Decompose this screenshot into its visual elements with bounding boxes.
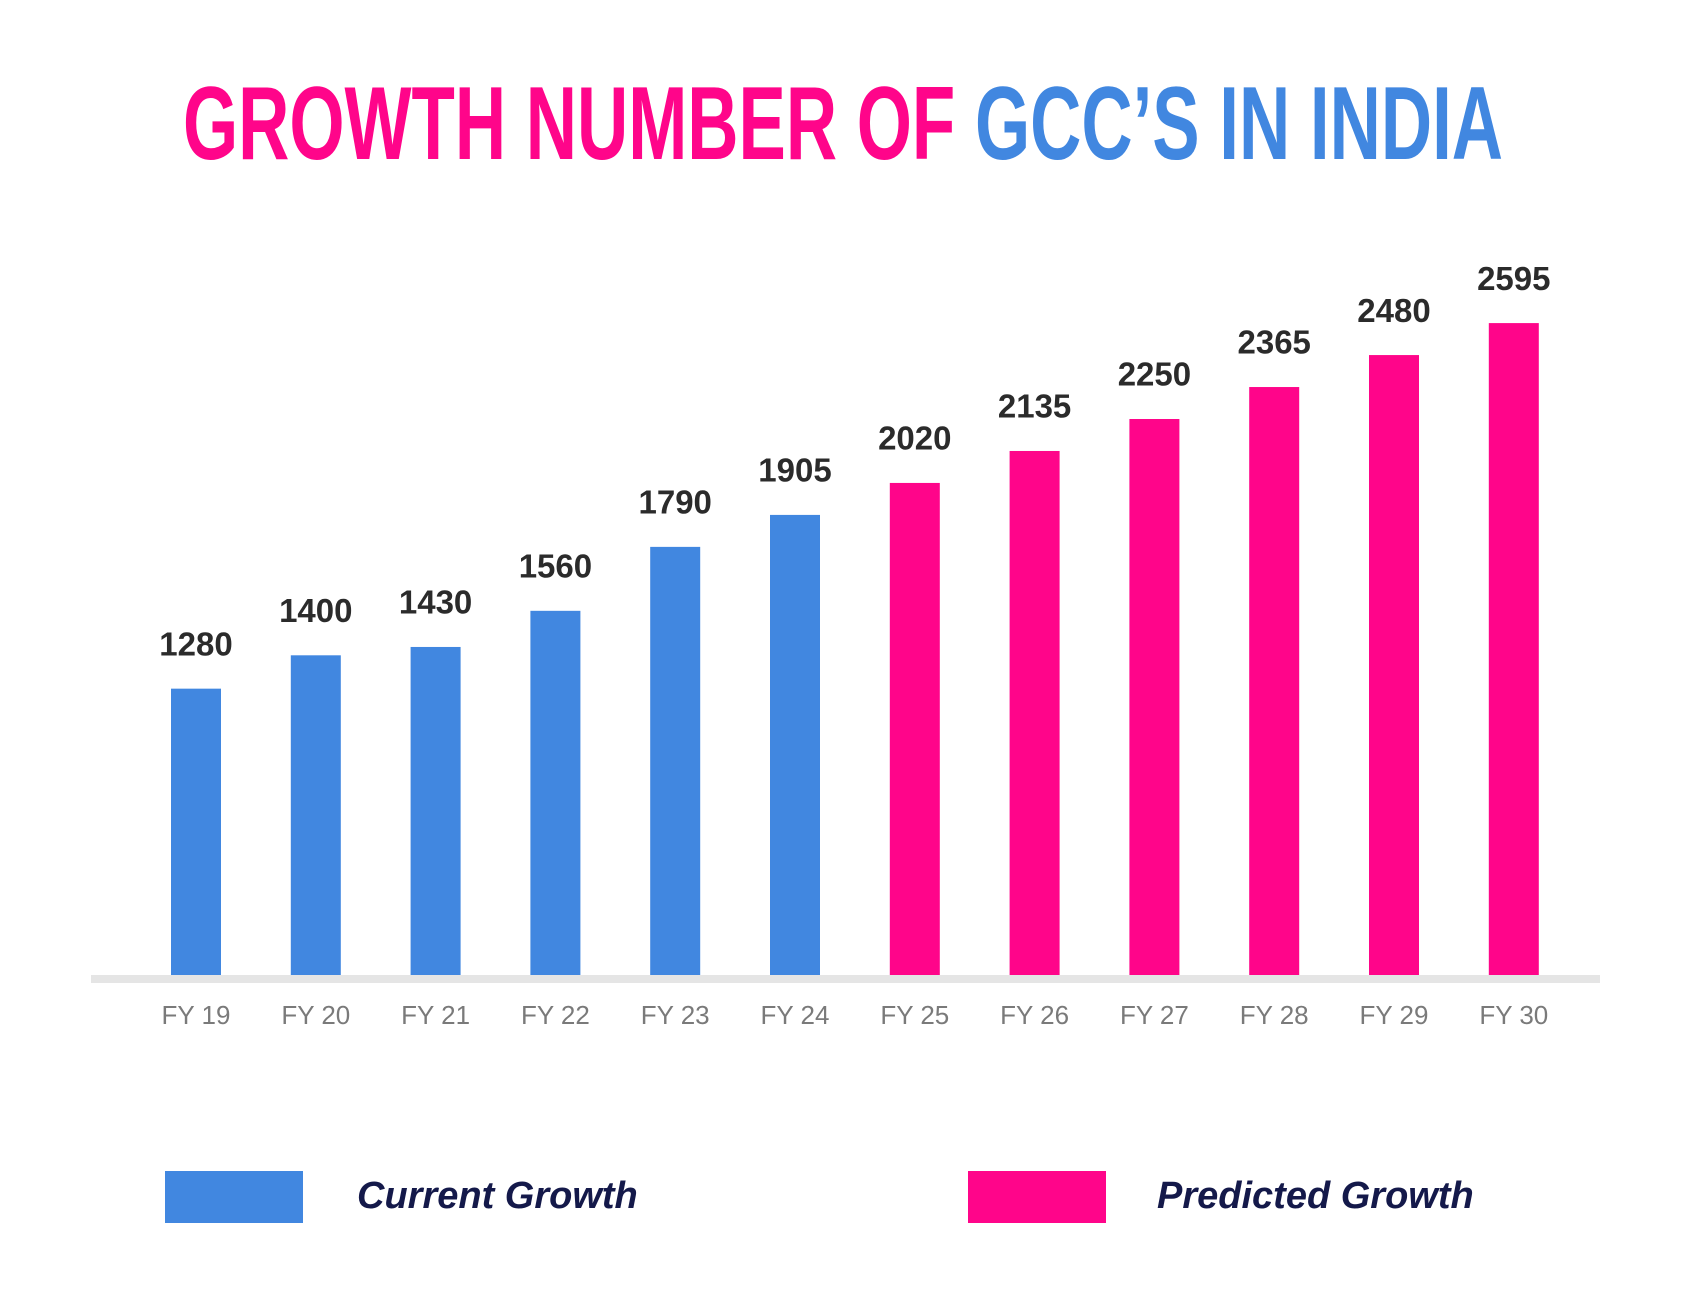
value-label: 1905 [758, 452, 831, 489]
x-tick-label: FY 23 [641, 1000, 710, 1030]
bar [1249, 387, 1300, 975]
bar [889, 482, 940, 975]
value-label: 2135 [998, 388, 1071, 425]
value-label: 2365 [1237, 324, 1310, 361]
title-part: GROWTH NUMBER OF [183, 66, 955, 182]
title-part: GCC’S IN INDIA [975, 66, 1503, 182]
bar [171, 688, 221, 975]
value-label: 2595 [1477, 260, 1550, 297]
bar [770, 514, 820, 975]
bar [1369, 355, 1419, 975]
bar [1129, 419, 1180, 975]
bar [530, 610, 581, 975]
x-tick-label: FY 29 [1360, 1000, 1429, 1030]
legend-swatch [165, 1171, 303, 1223]
value-label: 1790 [638, 484, 711, 521]
value-label: 1430 [399, 584, 472, 621]
value-label: 1280 [159, 625, 232, 662]
x-tick-label: FY 19 [162, 1000, 231, 1030]
value-label: 2020 [878, 420, 951, 457]
x-tick-label: FY 30 [1479, 1000, 1548, 1030]
x-tick-label: FY 25 [880, 1000, 949, 1030]
x-tick-label: FY 22 [521, 1000, 590, 1030]
legend-label: Current Growth [357, 1175, 638, 1217]
value-label: 1560 [519, 548, 592, 585]
bar [410, 646, 461, 975]
x-tick-label: FY 28 [1240, 1000, 1309, 1030]
bar [290, 655, 341, 975]
value-label: 2480 [1357, 292, 1430, 329]
value-label: 2250 [1118, 356, 1191, 393]
legend-label: Predicted Growth [1157, 1175, 1474, 1217]
x-tick-label: FY 26 [1000, 1000, 1069, 1030]
bar [1488, 323, 1539, 976]
chart-title: GROWTH NUMBER OF GCC’S IN INDIA [183, 66, 1503, 182]
legend-swatch [968, 1171, 1106, 1223]
baseline [91, 975, 1600, 983]
value-label: 1400 [279, 592, 352, 629]
bar [1009, 450, 1060, 976]
x-tick-label: FY 24 [761, 1000, 830, 1030]
x-tick-label: FY 27 [1120, 1000, 1189, 1030]
bar [650, 546, 701, 975]
x-tick-label: FY 20 [281, 1000, 350, 1030]
x-tick-label: FY 21 [401, 1000, 470, 1030]
